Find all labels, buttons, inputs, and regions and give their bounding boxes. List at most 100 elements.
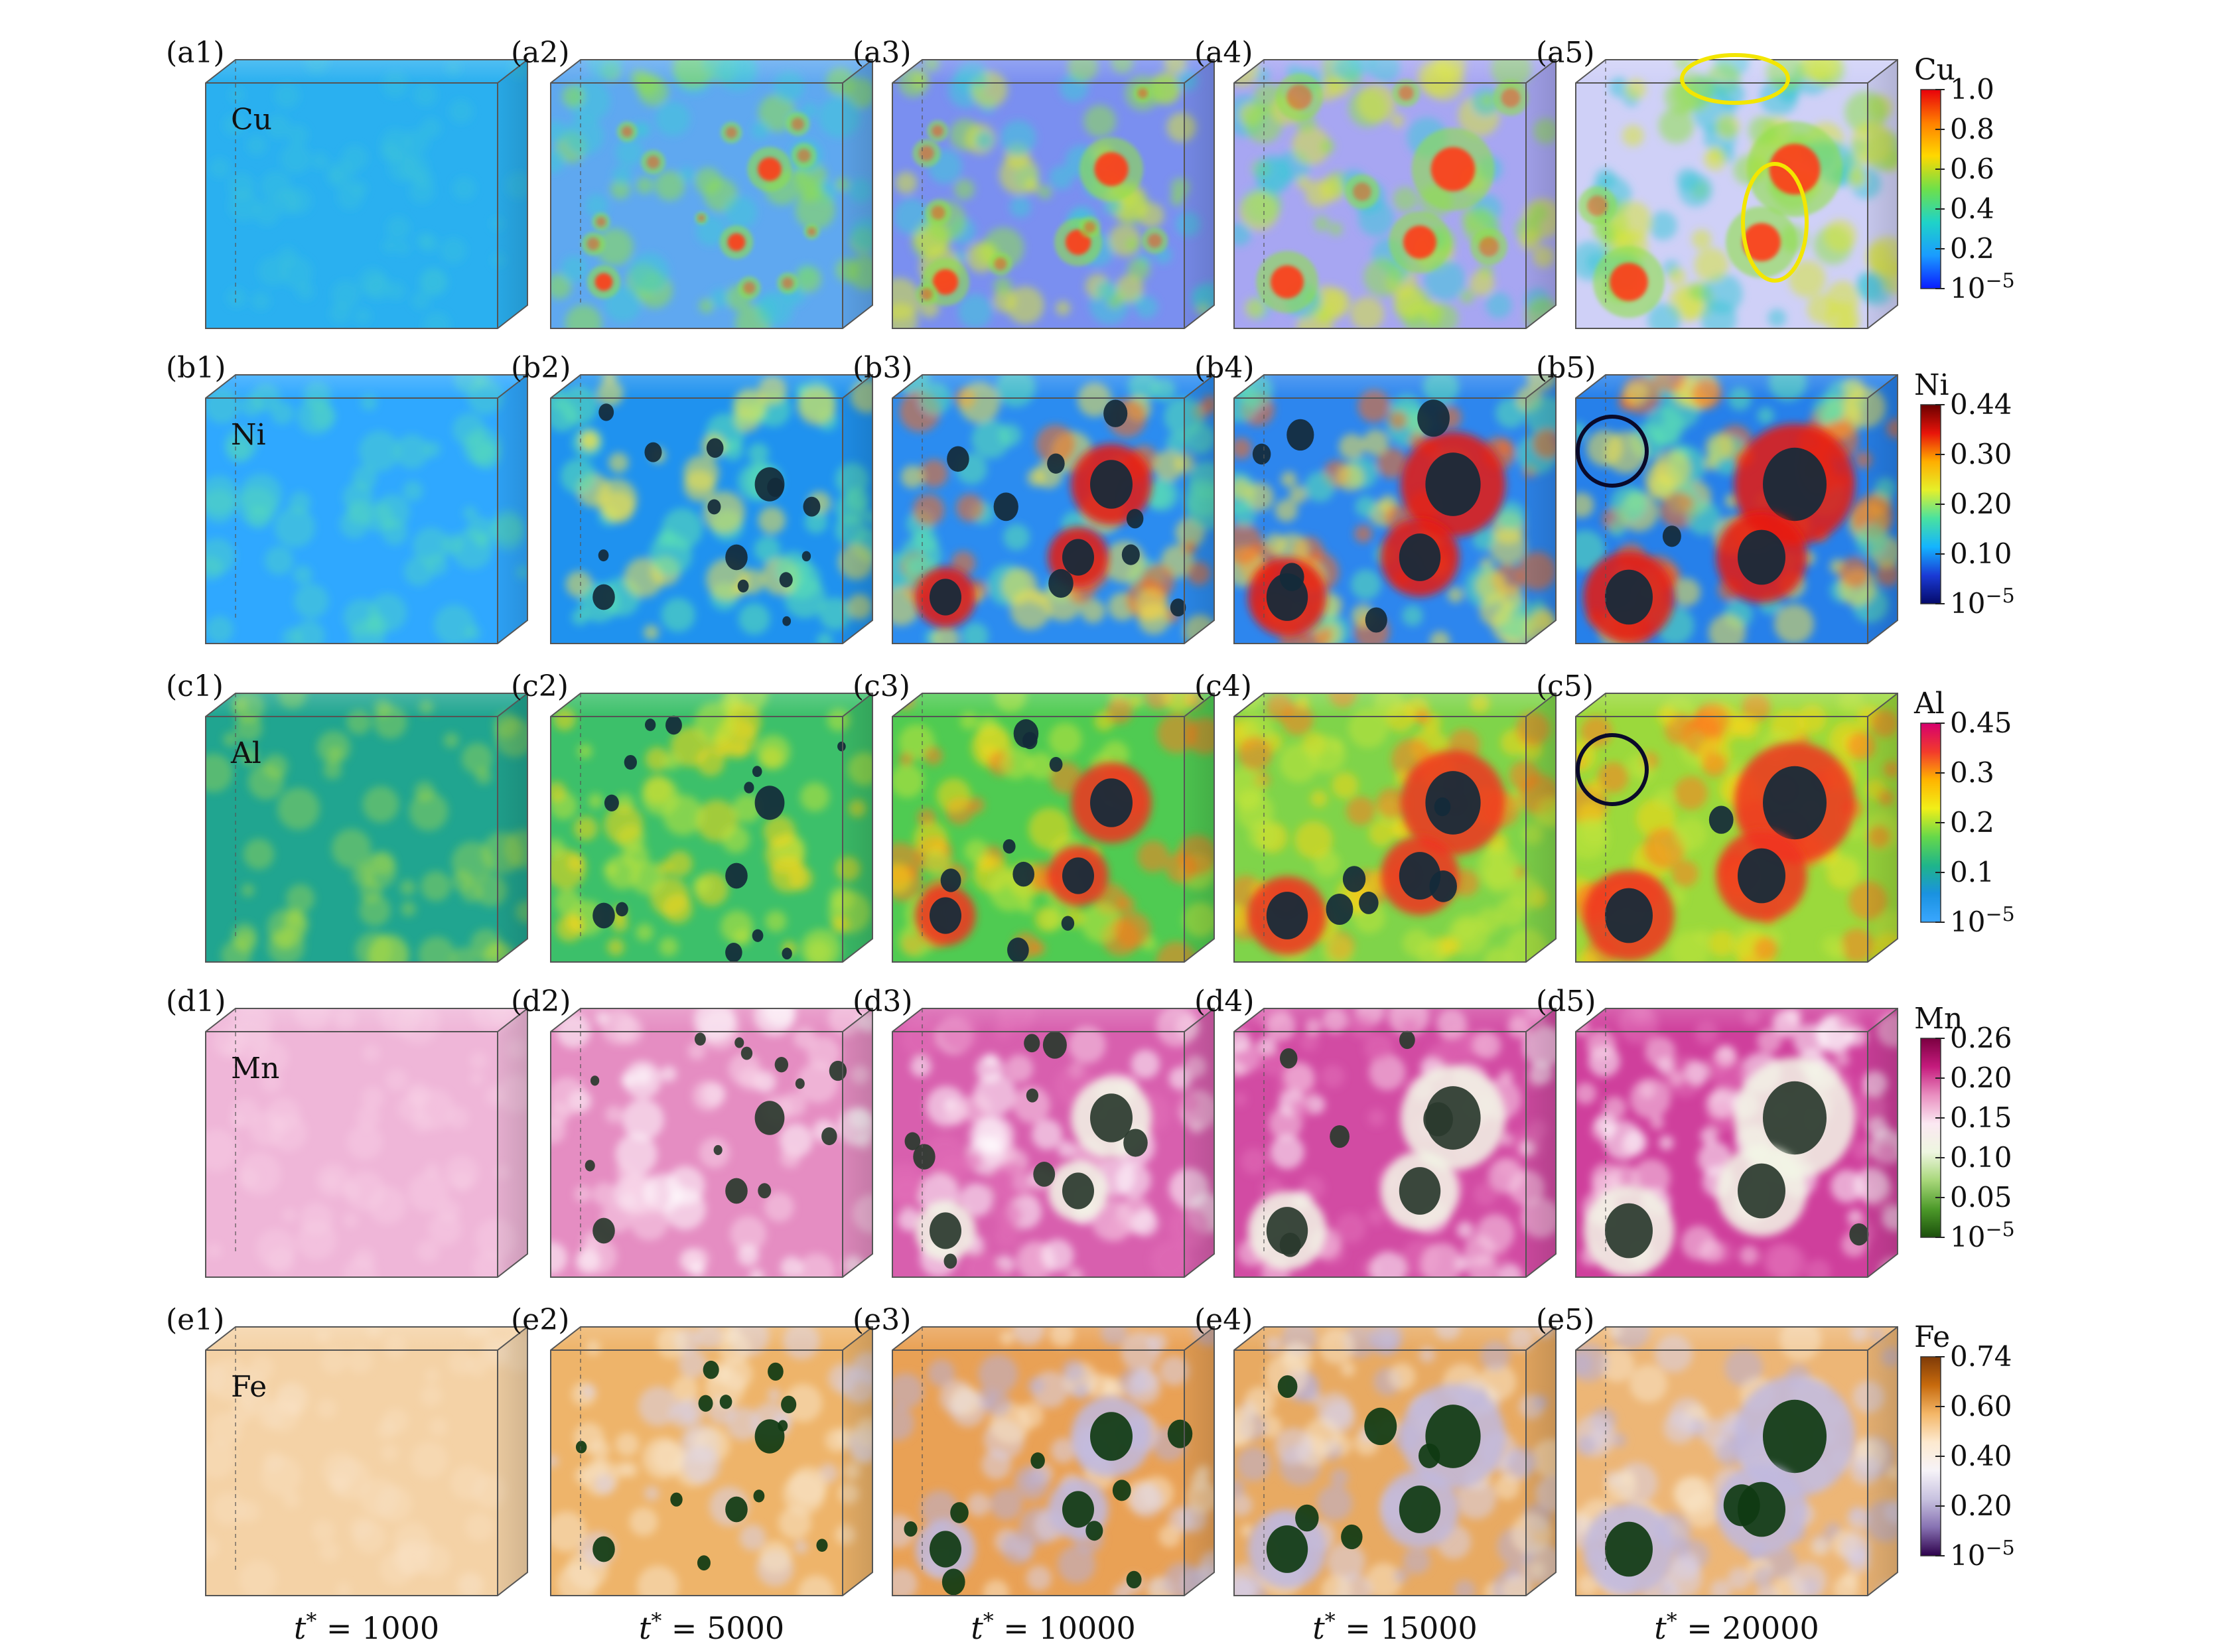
colorbar-tick-label: 0.44 bbox=[1950, 388, 2012, 421]
colorbar-tick-label: 0.8 bbox=[1950, 113, 1994, 145]
colorbar-tick-label: 0.20 bbox=[1950, 1489, 2012, 1522]
cube-volume bbox=[1576, 60, 1898, 328]
colorbar-tick-label: 0.15 bbox=[1950, 1101, 2012, 1134]
precipitates bbox=[581, 111, 820, 300]
colorbar-tick-label: 0.3 bbox=[1950, 756, 1994, 789]
cube-volume bbox=[206, 1008, 527, 1277]
cube-panel-d4: (d4) bbox=[1194, 985, 1557, 1278]
precipitates bbox=[1256, 73, 1529, 313]
cube-volume bbox=[1576, 375, 1898, 644]
precipitates bbox=[592, 715, 846, 962]
colorbar-title: Al bbox=[1913, 687, 1945, 721]
colorbar-tick-label: 0.05 bbox=[1950, 1181, 2012, 1213]
cube-outline bbox=[550, 374, 873, 644]
colorbar-gradient bbox=[1920, 1038, 1941, 1238]
cube-volume bbox=[1576, 1008, 1898, 1277]
cube-panel-c2: (c2) bbox=[511, 669, 873, 963]
cube-volume bbox=[206, 60, 527, 328]
precipitates bbox=[585, 1032, 847, 1244]
colorbar-gradient bbox=[1920, 89, 1941, 289]
cube-volume bbox=[206, 693, 527, 962]
colorbar-tick-label: 0.6 bbox=[1950, 153, 1994, 185]
cube-panel-c1: (c1)Al bbox=[166, 669, 528, 963]
element-label: Cu bbox=[231, 103, 272, 137]
cube-panel-d5: (d5) bbox=[1536, 985, 1898, 1278]
cube-panel-e5: (e5) bbox=[1536, 1303, 1898, 1596]
panel-label: (d3) bbox=[853, 985, 913, 1018]
cube-outline bbox=[892, 374, 1215, 644]
cube-panel-a3: (a3) bbox=[853, 36, 1215, 329]
cube-volume bbox=[551, 1327, 872, 1596]
cube-panel-a2: (a2) bbox=[511, 36, 873, 329]
colorbar-tick-label: 1.0 bbox=[1950, 73, 1994, 105]
panel-label: (a4) bbox=[1194, 36, 1253, 70]
panel-label: (e3) bbox=[853, 1303, 911, 1337]
highlight-circle bbox=[1576, 415, 1649, 488]
cube-outline bbox=[550, 1326, 873, 1596]
colorbar-tick-label: 10−5 bbox=[1950, 1218, 2015, 1253]
time-labels-layer: t* = 1000 t* = 5000 t* = 10000 t* = 15000 t*… bbox=[294, 1608, 1819, 1646]
cube-volume bbox=[892, 375, 1214, 644]
colorbar-mn: Mn0.26 0.20 0.15 0.10 0.05 10−5 bbox=[1914, 1002, 2015, 1253]
cube-volume bbox=[1576, 693, 1898, 962]
colorbar-tick-label: 0.26 bbox=[1950, 1022, 2012, 1054]
panel-label: (a2) bbox=[511, 36, 570, 70]
colorbar-tick-label: 0.74 bbox=[1950, 1340, 2012, 1373]
cube-outline bbox=[892, 59, 1215, 329]
panel-label: (c1) bbox=[166, 669, 224, 703]
cube-volume bbox=[1234, 1327, 1556, 1596]
cube-outline bbox=[1233, 59, 1557, 329]
colorbar-al: Al0.45 0.3 0.2 0.1 10−5 bbox=[1913, 687, 2015, 938]
cube-panel-d3: (d3) bbox=[853, 985, 1215, 1278]
colorbars-layer: Cu1.0 0.8 0.6 0.4 0.2 10−5 Ni0.44 0.30 0.20 0.10 1… bbox=[1913, 53, 2015, 1572]
cube-panel-d2: (d2) bbox=[511, 985, 873, 1278]
precipitates bbox=[1578, 121, 1842, 318]
cube-panel-c4: (c4) bbox=[1194, 669, 1557, 963]
panel-label: (b5) bbox=[1536, 351, 1596, 385]
cube-outline bbox=[892, 1008, 1215, 1278]
cube-volume bbox=[551, 60, 872, 328]
precipitates bbox=[1247, 1375, 1506, 1589]
cube-panel-e1: (e1)Fe bbox=[166, 1303, 528, 1596]
colorbar-tick-label: 0.2 bbox=[1950, 232, 1994, 265]
cube-outline bbox=[205, 1326, 528, 1596]
panel-label: (d2) bbox=[511, 985, 571, 1018]
cube-panel-d1: (d1) Mn bbox=[166, 985, 528, 1278]
panel-label: (e4) bbox=[1194, 1303, 1253, 1337]
cube-outline bbox=[1233, 693, 1557, 963]
colorbar-tick-label: 10−5 bbox=[1950, 1537, 2015, 1572]
cube-volume bbox=[892, 60, 1214, 328]
cube-outline bbox=[205, 1008, 528, 1278]
precipitates bbox=[1583, 423, 1856, 643]
cube-outline bbox=[892, 693, 1215, 963]
colorbar-tick-label: 10−5 bbox=[1950, 585, 2015, 620]
colorbar-tick-label: 0.60 bbox=[1950, 1390, 2012, 1422]
panel-label: (d4) bbox=[1194, 985, 1255, 1018]
panel-label: (b2) bbox=[511, 351, 571, 385]
cube-volume bbox=[551, 375, 872, 644]
cube-panel-b5: (b5) bbox=[1536, 351, 1898, 644]
cube-outline bbox=[550, 59, 873, 329]
panel-label: (b1) bbox=[166, 351, 226, 385]
cube-volume bbox=[1234, 1008, 1556, 1277]
volume-texture bbox=[892, 60, 1214, 328]
precipitates bbox=[1247, 399, 1506, 637]
time-label: t* = 1000 bbox=[294, 1608, 439, 1646]
colorbar-tick-label: 0.4 bbox=[1950, 192, 1994, 225]
element-label: Fe bbox=[231, 1370, 267, 1404]
element-label: Al bbox=[230, 736, 261, 770]
highlight-ellipse bbox=[1741, 162, 1809, 283]
element-label: Ni bbox=[231, 418, 266, 452]
colorbar-tick-label: 0.20 bbox=[1950, 1062, 2012, 1094]
cube-volume bbox=[551, 693, 872, 962]
panel-label: (d1) bbox=[166, 985, 226, 1018]
panel-label: (b4) bbox=[1194, 351, 1255, 385]
element-label: Mn bbox=[231, 1052, 279, 1085]
precipitates bbox=[912, 84, 1168, 306]
cube-panel-e2: (e2) bbox=[511, 1303, 873, 1596]
panel-label: (a1) bbox=[166, 36, 225, 70]
cube-outline bbox=[1233, 374, 1557, 644]
cube-panel-c5: (c5) bbox=[1536, 669, 1898, 963]
colorbar-tick-label: 10−5 bbox=[1950, 269, 2015, 305]
